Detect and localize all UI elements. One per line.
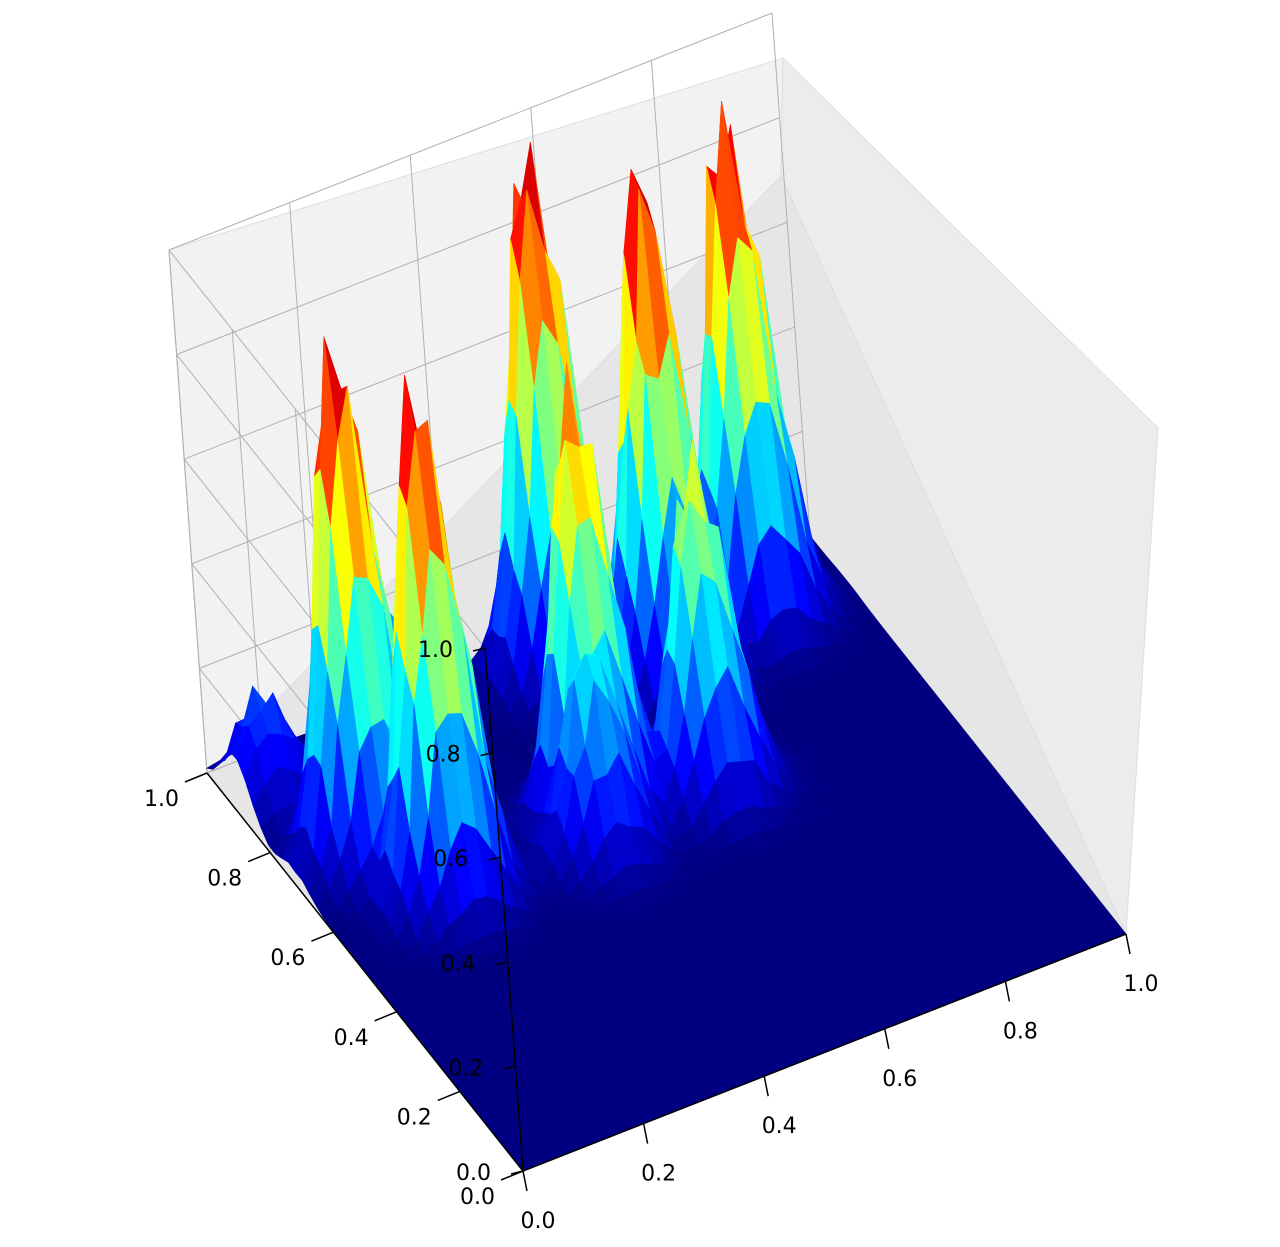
y-tick-label: 0.8 bbox=[207, 867, 242, 892]
z-tick-label: 0.8 bbox=[426, 743, 461, 768]
y-axis-line bbox=[206, 772, 524, 1172]
x-tick-label: 0.6 bbox=[882, 1067, 917, 1092]
y-tick-mark bbox=[184, 772, 208, 783]
x-tick-mark bbox=[884, 1028, 890, 1049]
x-tick-mark bbox=[763, 1076, 769, 1097]
y-tick-label: 0.0 bbox=[460, 1185, 495, 1210]
z-tick-label: 0.2 bbox=[448, 1056, 483, 1081]
left-pane-grid-y bbox=[168, 249, 208, 774]
right-pane-grid-z bbox=[184, 221, 788, 460]
right-pane-grid-z bbox=[191, 326, 795, 565]
y-tick-mark bbox=[374, 1011, 397, 1022]
z-tick-mark bbox=[510, 1170, 524, 1175]
z-tick-mark bbox=[495, 961, 508, 966]
x-tick-mark bbox=[642, 1123, 649, 1144]
z-tick-mark bbox=[488, 856, 501, 861]
x-tick-label: 0.8 bbox=[1003, 1019, 1038, 1044]
z-tick-mark bbox=[472, 647, 486, 652]
surface bbox=[205, 100, 1127, 1172]
x-tick-mark bbox=[1004, 981, 1011, 1002]
z-tick-mark bbox=[503, 1065, 516, 1071]
z-tick-label: 0.0 bbox=[456, 1161, 491, 1186]
axis-lines bbox=[206, 647, 1127, 1172]
right-pane-grid-z bbox=[168, 12, 773, 251]
z-tick-label: 1.0 bbox=[418, 638, 453, 663]
x-tick-label: 1.0 bbox=[1124, 972, 1159, 997]
y-tick-mark bbox=[437, 1090, 461, 1102]
z-axis-line bbox=[484, 647, 524, 1172]
right-pane-grid-x bbox=[771, 12, 811, 537]
z-tick-mark bbox=[480, 751, 493, 757]
y-tick-mark bbox=[247, 851, 271, 863]
x-tick-label: 0.4 bbox=[762, 1114, 797, 1139]
x-tick-mark bbox=[1125, 933, 1131, 955]
right-pane-grid-z bbox=[176, 117, 780, 356]
x-tick-label: 0.0 bbox=[521, 1209, 556, 1234]
y-tick-label: 0.4 bbox=[334, 1026, 369, 1051]
x-tick-mark bbox=[522, 1170, 528, 1192]
x-axis-line bbox=[522, 933, 1127, 1172]
z-tick-label: 0.4 bbox=[441, 952, 476, 977]
y-tick-mark bbox=[311, 931, 334, 942]
x-tick-label: 0.2 bbox=[641, 1162, 676, 1187]
y-tick-label: 0.6 bbox=[270, 946, 305, 971]
y-tick-label: 1.0 bbox=[144, 787, 179, 812]
tick-labels: 0.0 0.2 0.4 0.6 0.8 1.0 0.0 0.2 0.4 0.6 0.8 1.0 0.0 0… bbox=[144, 638, 1159, 1234]
y-tick-label: 0.2 bbox=[397, 1105, 432, 1130]
z-tick-label: 0.6 bbox=[433, 847, 468, 872]
